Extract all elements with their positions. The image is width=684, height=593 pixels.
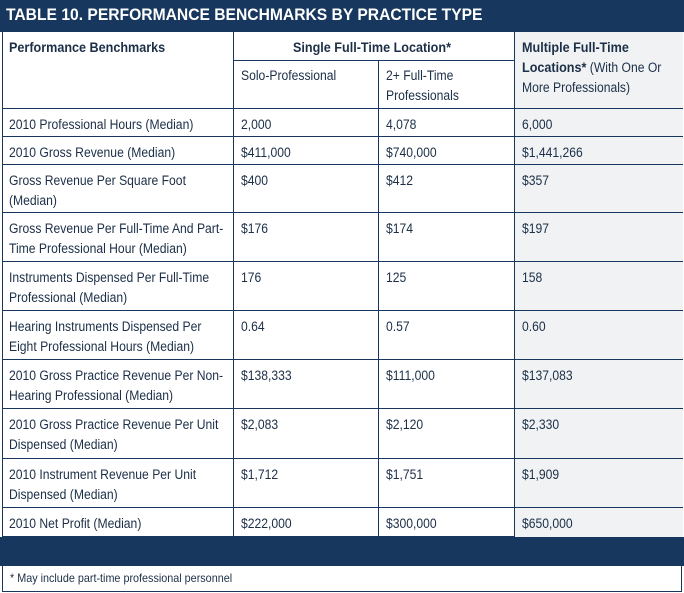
row-label: Professional (Median) bbox=[9, 290, 128, 305]
group-header-divider bbox=[234, 60, 514, 61]
row-label: 2010 Gross Practice Revenue Per Non- bbox=[9, 368, 224, 383]
row-divider bbox=[3, 261, 683, 262]
cell-two-plus: $174 bbox=[386, 221, 414, 236]
row-divider bbox=[3, 310, 683, 311]
cell-two-plus: $300,000 bbox=[386, 516, 437, 531]
table-title: TABLE 10. PERFORMANCE BENCHMARKS BY PRAC… bbox=[6, 5, 483, 24]
row-label: 2010 Instrument Revenue Per Unit bbox=[9, 467, 197, 482]
footer-band bbox=[0, 537, 684, 566]
header-multiple-line1: Multiple Full-Time bbox=[522, 39, 629, 55]
cell-solo: $222,000 bbox=[241, 516, 292, 531]
cell-multiple: 0.60 bbox=[522, 319, 546, 334]
row-divider bbox=[3, 164, 683, 165]
header-multiple-line2-rest: (With One Or bbox=[586, 60, 662, 75]
cell-two-plus: 125 bbox=[386, 270, 407, 285]
cell-multiple: $1,909 bbox=[522, 467, 560, 482]
row-label: 2010 Gross Revenue (Median) bbox=[9, 145, 176, 160]
row-label: 2010 Professional Hours (Median) bbox=[9, 117, 194, 132]
row-label: Time Professional Hour (Median) bbox=[9, 241, 187, 256]
cell-multiple: $197 bbox=[522, 221, 550, 236]
footnote: * May include part-time professional per… bbox=[10, 571, 233, 585]
multiple-locations-column-shade bbox=[515, 32, 683, 537]
cell-two-plus: $1,751 bbox=[386, 467, 424, 482]
cell-two-plus: $412 bbox=[386, 173, 414, 188]
row-divider bbox=[3, 212, 683, 213]
cell-multiple: 6,000 bbox=[522, 117, 553, 132]
row-label: 2010 Gross Practice Revenue Per Unit bbox=[9, 417, 219, 432]
cell-two-plus: 0.57 bbox=[386, 319, 410, 334]
row-divider bbox=[3, 136, 683, 137]
cell-multiple: $137,083 bbox=[522, 368, 573, 383]
cell-multiple: $357 bbox=[522, 173, 550, 188]
cell-multiple: $1,441,266 bbox=[522, 145, 583, 160]
row-label: Gross Revenue Per Full-Time And Part- bbox=[9, 221, 224, 236]
row-label: Gross Revenue Per Square Foot bbox=[9, 173, 186, 188]
cell-solo: 0.64 bbox=[241, 319, 265, 334]
row-label: Eight Professional Hours (Median) bbox=[9, 339, 195, 354]
header-two-plus-line2: Professionals bbox=[386, 88, 459, 103]
cell-solo: 2,000 bbox=[241, 117, 272, 132]
benchmark-table: Performance Benchmarks Single Full-Time … bbox=[2, 32, 683, 537]
row-label: Dispensed (Median) bbox=[9, 437, 118, 452]
row-label: Hearing Professional (Median) bbox=[9, 388, 174, 403]
cell-solo: $1,712 bbox=[241, 467, 279, 482]
header-solo-professional: Solo-Professional bbox=[241, 68, 337, 83]
cell-two-plus: $740,000 bbox=[386, 145, 437, 160]
row-divider bbox=[3, 359, 683, 360]
title-bar: TABLE 10. PERFORMANCE BENCHMARKS BY PRAC… bbox=[0, 0, 684, 32]
row-divider bbox=[3, 458, 683, 459]
header-single-location: Single Full-Time Location* bbox=[293, 39, 451, 55]
header-multiple-line2: Locations* (With One Or bbox=[522, 58, 661, 77]
header-performance-benchmarks: Performance Benchmarks bbox=[9, 39, 166, 55]
cell-two-plus: $2,120 bbox=[386, 417, 424, 432]
cell-solo: $138,333 bbox=[241, 368, 292, 383]
row-label: Instruments Dispensed Per Full-Time bbox=[9, 270, 210, 285]
cell-solo: $2,083 bbox=[241, 417, 279, 432]
row-label: (Median) bbox=[9, 193, 57, 208]
cell-solo: $411,000 bbox=[241, 145, 291, 160]
cell-two-plus: 4,078 bbox=[386, 117, 417, 132]
cell-solo: $400 bbox=[241, 173, 269, 188]
header-two-plus-line1: 2+ Full-Time bbox=[386, 68, 454, 83]
cell-multiple: $2,330 bbox=[522, 417, 560, 432]
cell-multiple: $650,000 bbox=[522, 516, 573, 531]
cell-two-plus: $111,000 bbox=[386, 368, 435, 383]
header-multiple-line3: More Professionals) bbox=[522, 80, 631, 95]
column-divider bbox=[378, 60, 379, 537]
row-label: Dispensed (Median) bbox=[9, 487, 118, 502]
footnote-box: * May include part-time professional per… bbox=[2, 566, 682, 592]
row-divider bbox=[3, 507, 683, 508]
cell-multiple: 158 bbox=[522, 270, 543, 285]
column-divider bbox=[514, 32, 515, 537]
header-multiple-locations-bold: Locations* bbox=[522, 59, 587, 75]
column-divider bbox=[233, 32, 234, 537]
row-label: Hearing Instruments Dispensed Per bbox=[9, 319, 202, 334]
row-label: 2010 Net Profit (Median) bbox=[9, 516, 142, 531]
cell-solo: 176 bbox=[241, 270, 262, 285]
cell-solo: $176 bbox=[241, 221, 269, 236]
row-divider bbox=[3, 408, 683, 409]
row-divider bbox=[3, 108, 683, 109]
